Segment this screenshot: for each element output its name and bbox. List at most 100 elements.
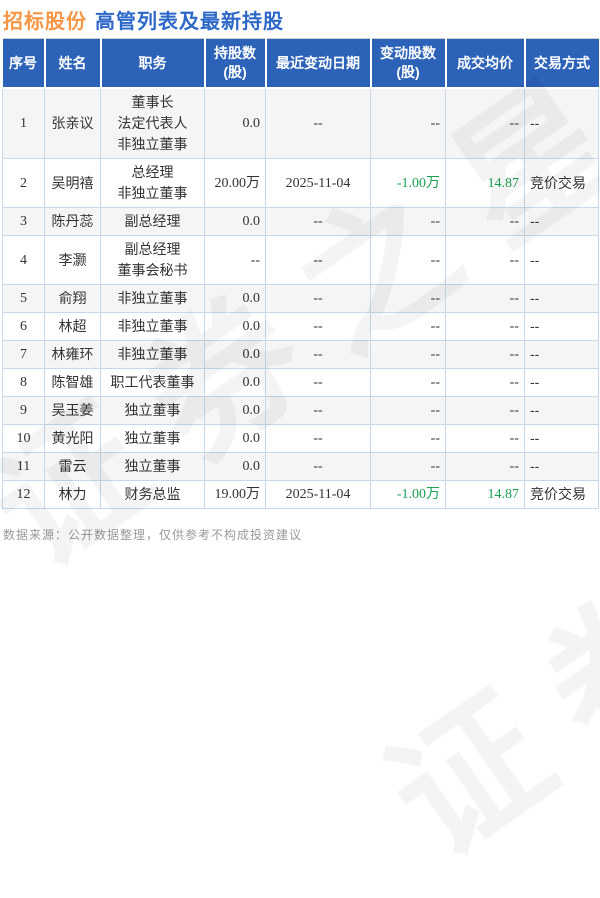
- cell-price: --: [445, 368, 525, 397]
- cell-seq: 1: [2, 87, 45, 159]
- cell-shares: 0.0: [204, 368, 266, 397]
- cell-mode: --: [524, 284, 599, 313]
- cell-mode: --: [524, 424, 599, 453]
- cell-seq: 4: [2, 235, 45, 285]
- cell-price: --: [445, 396, 525, 425]
- cell-seq: 6: [2, 312, 45, 341]
- cell-change: --: [370, 284, 446, 313]
- cell-mode: --: [524, 396, 599, 425]
- cell-name: 李灏: [44, 235, 101, 285]
- cell-role: 总经理 非独立董事: [100, 158, 205, 208]
- cell-role: 独立董事: [100, 424, 205, 453]
- cell-mode: --: [524, 452, 599, 481]
- table-row: 2 吴明禧 总经理 非独立董事 20.00万 2025-11-04 -1.00万 14.87…: [2, 158, 599, 208]
- cell-change: -1.00万: [370, 480, 446, 509]
- cell-mode: --: [524, 87, 599, 159]
- cell-date: --: [265, 340, 371, 369]
- cell-seq: 10: [2, 424, 45, 453]
- cell-change: --: [370, 207, 446, 236]
- cell-shares: 0.0: [204, 424, 266, 453]
- cell-date: 2025-11-04: [265, 480, 371, 509]
- cell-price: --: [445, 207, 525, 236]
- cell-mode: 竞价交易: [524, 480, 599, 509]
- cell-shares: 0.0: [204, 396, 266, 425]
- table-row: 8 陈智雄 职工代表董事 0.0 -- -- -- --: [2, 368, 599, 397]
- column-header-change: 变动股数 (股): [370, 38, 447, 89]
- cell-date: --: [265, 452, 371, 481]
- cell-seq: 7: [2, 340, 45, 369]
- column-header-date: 最近变动日期: [265, 38, 372, 89]
- page-title: 招标股份 高管列表及最新持股: [3, 5, 284, 34]
- cell-date: --: [265, 87, 371, 159]
- cell-role: 独立董事: [100, 396, 205, 425]
- cell-shares: 0.0: [204, 452, 266, 481]
- cell-shares: 19.00万: [204, 480, 266, 509]
- cell-name: 陈丹蕊: [44, 207, 101, 236]
- cell-date: --: [265, 368, 371, 397]
- cell-change: --: [370, 87, 446, 159]
- table-row: 3 陈丹蕊 副总经理 0.0 -- -- -- --: [2, 207, 599, 236]
- cell-change: --: [370, 368, 446, 397]
- cell-role: 非独立董事: [100, 284, 205, 313]
- table-row: 7 林雍环 非独立董事 0.0 -- -- -- --: [2, 340, 599, 369]
- cell-date: --: [265, 424, 371, 453]
- data-source-note: 数据来源：公开数据整理，仅供参考不构成投资建议: [3, 528, 303, 542]
- cell-seq: 5: [2, 284, 45, 313]
- cell-seq: 12: [2, 480, 45, 509]
- cell-change: --: [370, 424, 446, 453]
- table-row: 5 俞翔 非独立董事 0.0 -- -- -- --: [2, 284, 599, 313]
- cell-change: --: [370, 396, 446, 425]
- table-row: 1 张亲议 董事长 法定代表人 非独立董事 0.0 -- -- -- --: [2, 87, 599, 159]
- cell-shares: 0.0: [204, 207, 266, 236]
- cell-date: 2025-11-04: [265, 158, 371, 208]
- column-header-price: 成交均价: [445, 38, 526, 89]
- table-row: 11 雷云 独立董事 0.0 -- -- -- --: [2, 452, 599, 481]
- cell-name: 黄光阳: [44, 424, 101, 453]
- table-header-row: 序号 姓名 职务 持股数 (股) 最近变动日期 变动股数 (股) 成交均价 交易方式: [2, 38, 599, 89]
- cell-name: 俞翔: [44, 284, 101, 313]
- cell-name: 吴明禧: [44, 158, 101, 208]
- cell-change: --: [370, 312, 446, 341]
- cell-seq: 2: [2, 158, 45, 208]
- cell-role: 职工代表董事: [100, 368, 205, 397]
- cell-role: 非独立董事: [100, 312, 205, 341]
- cell-mode: --: [524, 235, 599, 285]
- table-row: 6 林超 非独立董事 0.0 -- -- -- --: [2, 312, 599, 341]
- cell-date: --: [265, 312, 371, 341]
- cell-date: --: [265, 396, 371, 425]
- cell-role: 非独立董事: [100, 340, 205, 369]
- cell-change: --: [370, 340, 446, 369]
- cell-price: --: [445, 235, 525, 285]
- cell-price: --: [445, 424, 525, 453]
- column-header-mode: 交易方式: [524, 38, 599, 89]
- cell-seq: 8: [2, 368, 45, 397]
- stock-name: 招标股份: [3, 11, 87, 33]
- cell-change: --: [370, 452, 446, 481]
- cell-role: 副总经理: [100, 207, 205, 236]
- cell-name: 林超: [44, 312, 101, 341]
- cell-shares: 0.0: [204, 87, 266, 159]
- cell-name: 吴玉姜: [44, 396, 101, 425]
- cell-shares: 0.0: [204, 340, 266, 369]
- cell-mode: 竞价交易: [524, 158, 599, 208]
- table-row: 9 吴玉姜 独立董事 0.0 -- -- -- --: [2, 396, 599, 425]
- table-row: 12 林力 财务总监 19.00万 2025-11-04 -1.00万 14.87 竞价交易: [2, 480, 599, 509]
- cell-role: 独立董事: [100, 452, 205, 481]
- cell-seq: 9: [2, 396, 45, 425]
- cell-shares: --: [204, 235, 266, 285]
- cell-mode: --: [524, 368, 599, 397]
- column-header-role: 职务: [100, 38, 206, 89]
- cell-date: --: [265, 235, 371, 285]
- table-row: 10 黄光阳 独立董事 0.0 -- -- -- --: [2, 424, 599, 453]
- column-header-shares: 持股数 (股): [204, 38, 267, 89]
- executives-table: 序号 姓名 职务 持股数 (股) 最近变动日期 变动股数 (股) 成交均价 交易方式 1 张亲议…: [2, 38, 599, 509]
- cell-change: --: [370, 235, 446, 285]
- cell-name: 林雍环: [44, 340, 101, 369]
- cell-mode: --: [524, 340, 599, 369]
- cell-shares: 0.0: [204, 312, 266, 341]
- cell-seq: 3: [2, 207, 45, 236]
- cell-mode: --: [524, 312, 599, 341]
- cell-role: 财务总监: [100, 480, 205, 509]
- cell-price: --: [445, 340, 525, 369]
- cell-price: --: [445, 452, 525, 481]
